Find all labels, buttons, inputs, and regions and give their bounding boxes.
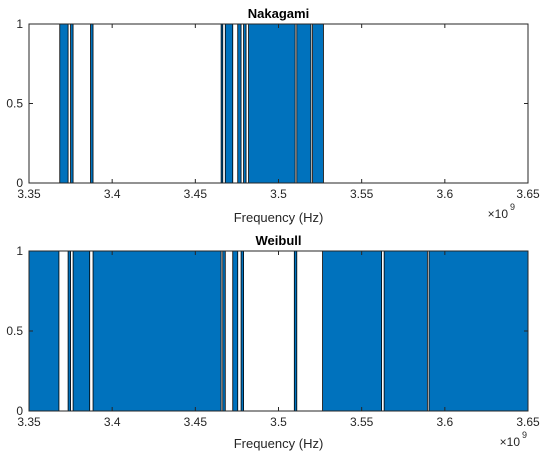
bar	[222, 250, 226, 412]
y-ticks: 00.51	[6, 17, 528, 190]
x-tick-label: 3.55	[350, 415, 374, 429]
x-tick-label: 3.6	[436, 415, 453, 429]
bar	[248, 23, 296, 184]
bar	[312, 23, 324, 184]
x-axis-label: Frequency (Hz)	[234, 210, 324, 225]
bar	[428, 250, 529, 412]
x-tick-label: 3.35	[17, 187, 41, 201]
bar-group	[28, 250, 529, 412]
x-multiplier: ×10	[488, 207, 509, 221]
x-tick-label: 3.5	[270, 187, 287, 201]
x-ticks: 3.35 3.4 3.45 3.5 3.55 3.6 3.65	[17, 251, 540, 429]
bar	[72, 250, 91, 412]
chart-title: Nakagami	[248, 6, 309, 21]
bar	[383, 250, 428, 412]
weibull-plot: 3.35 3.4 3.45 3.5 3.55 3.6 3.65 00.51 Weibull …	[6, 233, 540, 451]
bar	[92, 250, 222, 412]
bar	[240, 250, 244, 412]
x-tick-label: 3.35	[17, 415, 41, 429]
bar	[322, 250, 383, 412]
x-tick-label: 3.65	[516, 187, 540, 201]
y-tick-label: 0	[16, 404, 23, 418]
bar	[243, 23, 247, 184]
y-tick-label: 1	[16, 17, 23, 31]
bar	[28, 250, 60, 412]
x-tick-label: 3.4	[104, 187, 121, 201]
x-tick-label: 3.5	[270, 415, 287, 429]
x-multiplier-exponent: 9	[522, 430, 527, 440]
x-tick-label: 3.4	[104, 415, 121, 429]
y-ticks: 00.51	[6, 244, 528, 418]
bar	[293, 250, 298, 412]
x-tick-label: 3.45	[184, 415, 208, 429]
x-ticks: 3.35 3.4 3.45 3.5 3.55 3.6 3.65	[17, 24, 540, 201]
x-multiplier: ×10	[500, 435, 521, 449]
bar	[90, 23, 94, 184]
nakagami-plot: 3.35 3.4 3.45 3.5 3.55 3.6 3.65 00.51 Nakagami…	[6, 6, 540, 225]
x-multiplier-exponent: 9	[510, 202, 515, 212]
bar	[67, 250, 71, 412]
y-tick-label: 0.5	[6, 324, 23, 338]
x-tick-label: 3.6	[436, 187, 453, 201]
bar	[70, 23, 74, 184]
chart-title: Weibull	[256, 233, 302, 248]
bar	[237, 23, 242, 184]
x-tick-label: 3.65	[516, 415, 540, 429]
y-tick-label: 0	[16, 176, 23, 190]
y-tick-label: 1	[16, 244, 23, 258]
bar	[59, 23, 69, 184]
bar	[232, 250, 239, 412]
y-tick-label: 0.5	[6, 97, 23, 111]
x-axis-label: Frequency (Hz)	[234, 436, 324, 451]
x-tick-label: 3.45	[184, 187, 208, 201]
bar	[224, 23, 234, 184]
x-tick-label: 3.55	[350, 187, 374, 201]
bar	[296, 23, 312, 184]
bar	[220, 23, 224, 184]
